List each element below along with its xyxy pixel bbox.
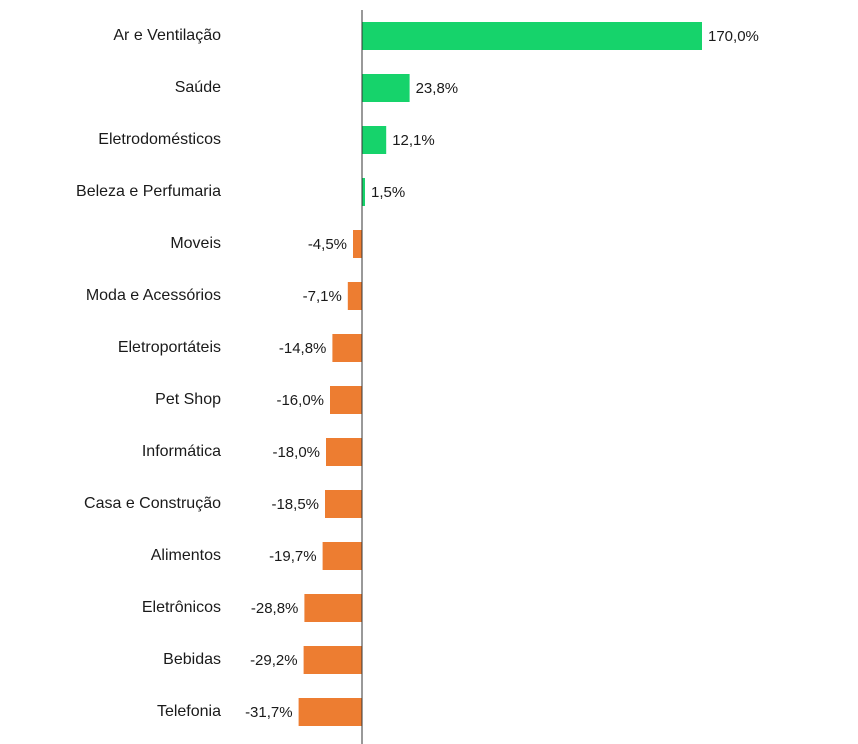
bar: [322, 542, 362, 570]
data-label: -18,5%: [271, 496, 319, 513]
bar: [353, 230, 362, 258]
category-label: Moveis: [170, 235, 221, 252]
bar: [303, 646, 362, 674]
data-label: -14,8%: [279, 340, 327, 357]
category-label: Beleza e Perfumaria: [76, 183, 221, 200]
category-label: Eletrodomésticos: [98, 131, 221, 148]
category-label: Ar e Ventilação: [113, 27, 221, 44]
category-label: Moda e Acessórios: [86, 287, 221, 304]
data-label: -16,0%: [276, 392, 324, 409]
data-label: 23,8%: [416, 80, 459, 97]
bar: [332, 334, 362, 362]
bar: [362, 74, 410, 102]
bar: [326, 438, 362, 466]
bar: [298, 698, 362, 726]
data-label: -28,8%: [251, 600, 299, 617]
data-label: 12,1%: [392, 132, 435, 149]
bar: [362, 22, 702, 50]
bar: [325, 490, 362, 518]
data-label: 1,5%: [371, 184, 405, 201]
data-label: -29,2%: [250, 652, 298, 669]
category-label: Casa e Construção: [84, 495, 221, 512]
bar: [330, 386, 362, 414]
category-label: Eletrônicos: [142, 599, 221, 616]
data-label: -19,7%: [269, 548, 317, 565]
data-label: -7,1%: [303, 288, 342, 305]
data-label: -18,0%: [272, 444, 320, 461]
category-label: Alimentos: [151, 547, 221, 564]
data-label: -4,5%: [308, 236, 347, 253]
data-label: 170,0%: [708, 28, 759, 45]
category-label: Bebidas: [163, 651, 221, 668]
category-label: Informática: [142, 443, 221, 460]
category-label: Pet Shop: [155, 391, 221, 408]
bar: [362, 126, 387, 154]
category-label: Saúde: [175, 79, 221, 96]
bar: [304, 594, 362, 622]
category-label: Eletroportáteis: [118, 339, 221, 356]
bar: [362, 178, 365, 206]
bar: [347, 282, 362, 310]
data-label: -31,7%: [245, 704, 293, 721]
category-label: Telefonia: [157, 703, 221, 720]
